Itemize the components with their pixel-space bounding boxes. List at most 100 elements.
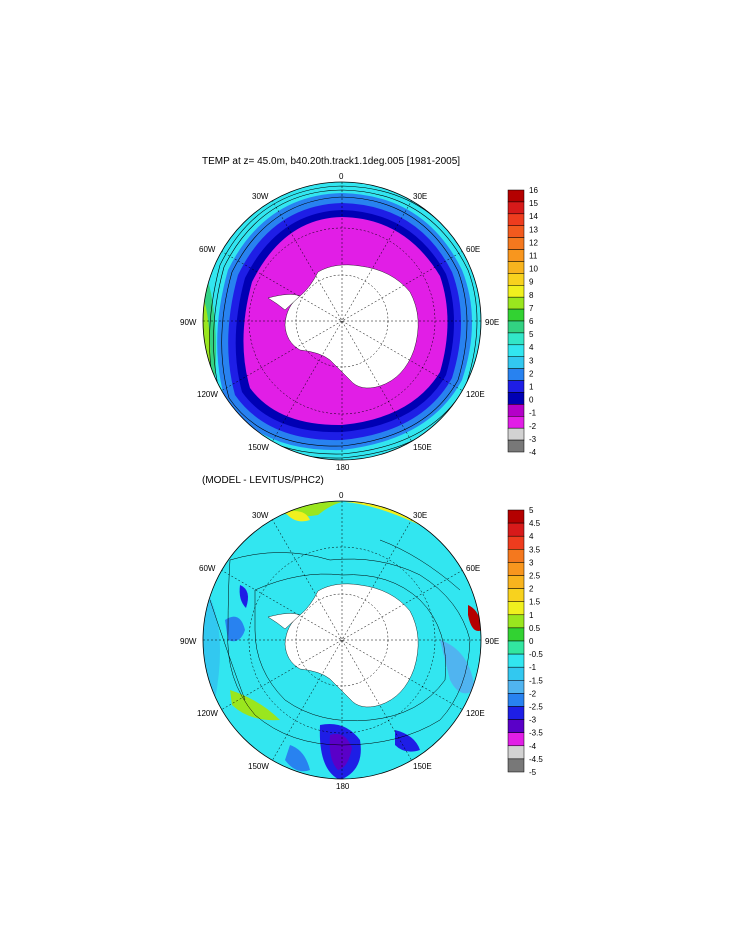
colorbar-tick-label: 16 — [529, 186, 538, 195]
lon-label-0: 0 — [339, 491, 344, 500]
lon-label-120e: 120E — [466, 709, 485, 718]
colorbar-swatch — [507, 706, 525, 720]
colorbar-tick-label: 5 — [529, 506, 534, 515]
lon-label-180: 180 — [336, 782, 350, 791]
colorbar-tick-label: 6 — [529, 317, 534, 326]
colorbar-swatch — [507, 745, 525, 760]
colorbar-tick-label: -5 — [529, 768, 537, 777]
colorbar-swatch — [507, 439, 525, 453]
panel2-title: (MODEL - LEVITUS/PHC2) — [202, 475, 324, 486]
colorbar-tick-label: 13 — [529, 225, 538, 234]
colorbar-swatch — [507, 261, 525, 274]
colorbar-tick-label: 3 — [529, 356, 534, 365]
lon-label-30e: 30E — [413, 192, 428, 201]
colorbar-swatch — [507, 535, 525, 550]
colorbar-tick-label: 4 — [529, 532, 534, 541]
colorbar-swatch — [507, 344, 525, 357]
lon-label-90w: 90W — [180, 318, 197, 327]
colorbar-tick-label: -3 — [529, 435, 537, 444]
colorbar-swatch — [507, 732, 525, 747]
colorbar-swatch — [507, 640, 525, 655]
colorbar-tick-label: 1.5 — [529, 598, 541, 607]
colorbar-tick-label: 2 — [529, 369, 534, 378]
colorbar-tick-label: -3.5 — [529, 729, 543, 738]
colorbar-svg: 5 4.5 4 3.5 3 2.5 2 1.5 1 0.5 0 -0.5 -1 -1.5 -2 -2.5 -3 -… — [507, 506, 543, 777]
lon-label-120w: 120W — [197, 390, 218, 399]
colorbar-swatch — [507, 427, 525, 441]
colorbar-tick-label: 0 — [529, 637, 534, 646]
lon-label-120w: 120W — [197, 709, 218, 718]
colorbar-swatch — [507, 201, 525, 215]
colorbar-swatch — [507, 356, 525, 369]
colorbar-tick-label: -4 — [529, 742, 537, 751]
lon-label-60w: 60W — [199, 564, 216, 573]
lon-label-150e: 150E — [413, 762, 432, 771]
colorbar-tick-label: -3 — [529, 716, 537, 725]
colorbar-tick-label: 8 — [529, 291, 534, 300]
colorbar-swatch — [507, 614, 525, 629]
colorbar-tick-label: 11 — [529, 252, 538, 261]
colorbar-swatch — [507, 562, 525, 576]
colorbar-swatch — [507, 758, 525, 773]
colorbar-swatch — [507, 601, 525, 616]
colorbar-swatch — [507, 392, 525, 405]
panel1-title: TEMP at z= 45.0m, b40.20th.track1.1deg.0… — [202, 156, 461, 167]
colorbar-tick-label: 7 — [529, 304, 534, 313]
lon-label-30e: 30E — [413, 511, 428, 520]
colorbar-tick-label: -1 — [529, 409, 537, 418]
colorbar-swatch — [507, 225, 525, 238]
colorbar-swatch — [507, 416, 525, 429]
colorbar-swatch — [507, 653, 525, 668]
colorbar-swatch — [507, 719, 525, 733]
colorbar-tick-label: 3.5 — [529, 545, 541, 554]
colorbar-tick-label: 10 — [529, 265, 538, 274]
colorbar-swatch — [507, 368, 525, 381]
difference-colorbar: 5 4.5 4 3.5 3 2.5 2 1.5 1 0.5 0 -0.5 -1 -1.5 -2 -2.5 -3 -… — [507, 506, 568, 783]
colorbar-swatch — [507, 332, 525, 346]
difference-field — [203, 501, 481, 779]
colorbar-swatch — [507, 249, 525, 262]
colorbar-tick-label: 12 — [529, 238, 538, 247]
colorbar-tick-label: -2 — [529, 689, 537, 698]
lon-label-180: 180 — [336, 463, 350, 472]
colorbar-tick-label: 14 — [529, 212, 538, 221]
colorbar-tick-label: -2.5 — [529, 703, 543, 712]
temp-colorbar: 16 15 14 13 12 11 10 9 8 7 6 5 4 3 2 1 0 -1 -2 -3 -4 — [507, 186, 568, 463]
lon-label-30w: 30W — [252, 192, 269, 201]
lon-label-60e: 60E — [466, 564, 481, 573]
colorbar-swatch — [507, 213, 525, 226]
colorbar-tick-label: 4.5 — [529, 519, 541, 528]
colorbar-tick-label: -1.5 — [529, 676, 543, 685]
colorbar-swatch — [507, 588, 525, 602]
lon-label-90e: 90E — [485, 318, 500, 327]
colorbar-tick-label: -2 — [529, 422, 537, 431]
temp-field — [203, 182, 481, 460]
colorbar-tick-label: -0.5 — [529, 650, 543, 659]
colorbar-swatch — [507, 666, 525, 681]
lon-label-150w: 150W — [248, 443, 269, 452]
colorbar-tick-label: 3 — [529, 558, 534, 567]
lon-label-90w: 90W — [180, 637, 197, 646]
lon-label-150e: 150E — [413, 443, 432, 452]
colorbar-swatch — [507, 285, 525, 298]
colorbar-swatch — [507, 404, 525, 417]
colorbar-tick-label: 2.5 — [529, 572, 541, 581]
colorbar-swatch — [507, 189, 525, 203]
colorbar-swatch — [507, 693, 525, 707]
lon-label-60w: 60W — [199, 245, 216, 254]
colorbar-tick-label: 9 — [529, 278, 534, 287]
colorbar-tick-label: 1 — [529, 383, 534, 392]
colorbar-tick-label: -4 — [529, 448, 537, 457]
colorbar-swatch — [507, 320, 525, 334]
colorbar-swatch — [507, 680, 525, 694]
lon-label-120e: 120E — [466, 390, 485, 399]
colorbar-tick-label: 15 — [529, 199, 538, 208]
colorbar-tick-label: 0.5 — [529, 624, 541, 633]
colorbar-tick-label: -4.5 — [529, 755, 543, 764]
colorbar-tick-label: -1 — [529, 663, 537, 672]
colorbar-swatch — [507, 522, 525, 537]
colorbar-tick-label: 0 — [529, 396, 534, 405]
colorbar-swatch — [507, 308, 525, 322]
